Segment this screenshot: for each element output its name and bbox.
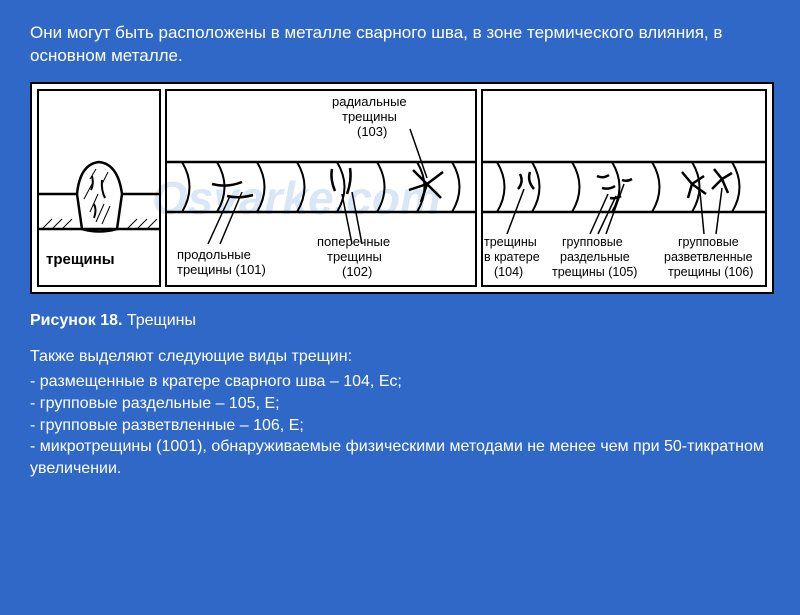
label-106c: трещины (106) [668, 265, 753, 279]
figure-cracks: Osvarke.com [30, 82, 774, 294]
panel-cross-section: трещины [38, 90, 160, 286]
intro-text: Они могут быть расположены в металле сва… [30, 22, 750, 68]
label-104b: в кратере [484, 250, 540, 264]
label-106b: разветвленные [664, 250, 753, 264]
label-103c: (103) [357, 124, 387, 139]
watermark-text: Osvarke.com [152, 172, 441, 224]
label-105a: групповые [562, 235, 623, 249]
body-list: размещенные в кратере сварного шва – 104… [30, 371, 770, 479]
cracks-106 [682, 169, 732, 198]
cracks-104 [518, 172, 534, 189]
figure-caption: Рисунок 18. Трещины [30, 312, 770, 330]
list-item: микротрещины (1001), обнаруживаемые физи… [30, 436, 770, 479]
body-text: Также выделяют следующие виды трещин: ра… [30, 346, 770, 480]
list-item: групповые раздельные – 105, Е; [30, 393, 770, 415]
label-102b: трещины [327, 249, 382, 264]
list-item: групповые разветвленные – 106, Е; [30, 415, 770, 437]
label-102a: поперечные [317, 234, 390, 249]
label-104c: (104) [494, 265, 523, 279]
slide: Они могут быть расположены в металле сва… [0, 0, 800, 615]
cracks-105 [597, 175, 632, 198]
label-106a: групповые [678, 235, 739, 249]
label-104a: трещины [484, 235, 537, 249]
panel-104-106: трещины в кратере (104) групповые раздел… [482, 90, 766, 286]
caption-bold: Рисунок 18. [30, 312, 122, 329]
caption-rest: Трещины [122, 312, 196, 329]
body-lead: Также выделяют следующие виды трещин: [30, 346, 770, 368]
label-cracks: трещины [46, 251, 115, 268]
label-101a: продольные [177, 247, 251, 262]
label-103a: радиальные [332, 94, 407, 109]
label-105b: раздельные [560, 250, 630, 264]
label-102c: (102) [342, 264, 372, 279]
label-103b: трещины [342, 109, 397, 124]
list-item: размещенные в кратере сварного шва – 104… [30, 371, 770, 393]
label-105c: трещины (105) [552, 265, 637, 279]
label-101b: трещины (101) [177, 262, 266, 277]
